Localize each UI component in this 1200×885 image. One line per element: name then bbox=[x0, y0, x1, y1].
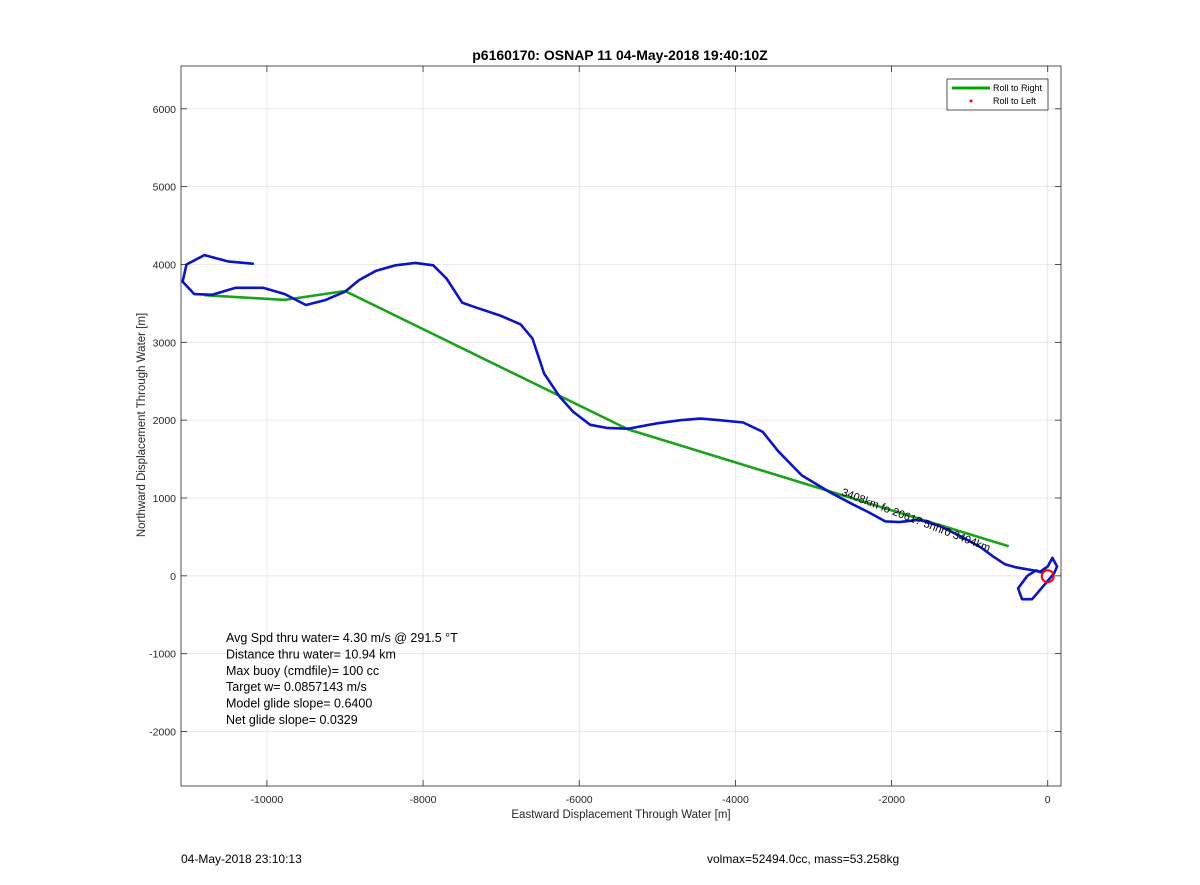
stat-line: Model glide slope= 0.6400 bbox=[226, 697, 372, 711]
y-tick-label: 1000 bbox=[153, 493, 177, 505]
x-tick-label: -4000 bbox=[722, 794, 749, 806]
legend-box bbox=[946, 78, 1049, 111]
series-track-line bbox=[181, 253, 1059, 601]
y-tick-label: -2000 bbox=[149, 727, 176, 739]
x-tick-label: 0 bbox=[1045, 794, 1051, 806]
x-tick-label: -6000 bbox=[566, 794, 593, 806]
y-axis-label: Northward Displacement Through Water [m] bbox=[136, 313, 148, 537]
x-tick-label: -8000 bbox=[410, 794, 437, 806]
stat-line: Net glide slope= 0.0329 bbox=[226, 713, 358, 727]
plot-area bbox=[180, 65, 1062, 787]
grid bbox=[181, 66, 1061, 786]
series-layer: 3408km fo 2061? 5nhr0 3404km bbox=[181, 253, 1059, 601]
footer-volmax: volmax=52494.0cc, mass=53.258kg bbox=[707, 852, 900, 866]
y-tick-label: 6000 bbox=[153, 104, 177, 116]
stat-line: Target w= 0.0857143 m/s bbox=[226, 680, 367, 694]
legend: Roll to Right Roll to Left bbox=[946, 78, 1049, 111]
chart-title: p6160170: OSNAP 11 04-May-2018 19:40:10Z bbox=[472, 47, 768, 63]
legend-swatch-roll-left bbox=[969, 99, 973, 103]
legend-label-roll-left: Roll to Left bbox=[993, 96, 1037, 106]
footer-timestamp: 04-May-2018 23:10:13 bbox=[181, 852, 302, 866]
end-marker bbox=[1040, 569, 1055, 584]
x-tick-label: -10000 bbox=[251, 794, 284, 806]
track-annotation: 3408km fo 2061? 5nhr0 3404km bbox=[840, 486, 992, 554]
y-tick-label: 0 bbox=[170, 571, 176, 583]
y-tick-label: 5000 bbox=[153, 182, 177, 194]
x-axis-label: Eastward Displacement Through Water [m] bbox=[511, 809, 730, 821]
stat-line: Max buoy (cmdfile)= 100 cc bbox=[226, 664, 379, 678]
y-tick-label: -1000 bbox=[149, 649, 176, 661]
stats-box: Avg Spd thru water= 4.30 m/s @ 291.5 °T D… bbox=[226, 631, 458, 727]
legend-label-roll-right: Roll to Right bbox=[993, 83, 1043, 93]
y-tick-label: 4000 bbox=[153, 259, 177, 271]
axis-ticks: -10000 -8000 -6000 -4000 -2000 0-2000-1000010… bbox=[149, 66, 1061, 806]
x-tick-label: -2000 bbox=[878, 794, 905, 806]
stat-line: Distance thru water= 10.94 km bbox=[226, 647, 396, 661]
stat-line: Avg Spd thru water= 4.30 m/s @ 291.5 °T bbox=[226, 631, 458, 645]
y-tick-label: 2000 bbox=[153, 415, 177, 427]
y-tick-label: 3000 bbox=[153, 337, 177, 349]
